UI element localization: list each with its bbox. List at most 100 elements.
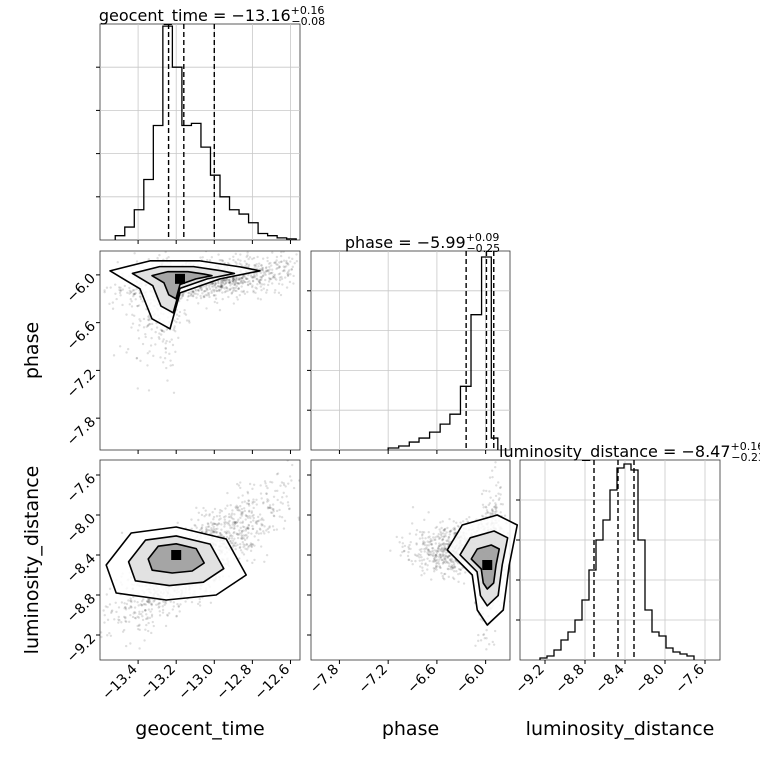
scatter-point: [441, 550, 444, 553]
y-tick-label: −7.2: [64, 366, 99, 401]
scatter-point: [191, 294, 195, 297]
scatter-point: [431, 549, 435, 553]
scatter-point: [440, 526, 443, 530]
scatter-point: [241, 282, 244, 285]
scatter-point: [136, 387, 139, 390]
scatter-point: [187, 291, 190, 295]
scatter-point: [232, 278, 235, 282]
scatter-point: [275, 263, 278, 266]
scatter-point: [423, 518, 426, 522]
scatter-point: [242, 289, 246, 293]
scatter-point: [441, 539, 444, 542]
scatter-point: [406, 554, 410, 558]
scatter-point: [246, 559, 249, 562]
scatter-point: [102, 609, 105, 612]
scatter-point: [499, 486, 502, 489]
scatter-point: [232, 531, 235, 535]
scatter-point: [147, 318, 151, 322]
scatter-point: [257, 279, 260, 282]
scatter-point: [213, 522, 217, 526]
scatter-point: [165, 328, 168, 331]
scatter-point: [437, 560, 440, 563]
scatter-point: [227, 537, 231, 541]
scatter-point: [254, 265, 258, 268]
scatter-point: [255, 531, 258, 535]
scatter-point: [279, 293, 283, 297]
scatter-point: [253, 544, 256, 547]
scatter-point: [120, 601, 124, 604]
scatter-point: [434, 553, 437, 557]
scatter-point: [438, 558, 441, 561]
scatter-point: [231, 509, 234, 512]
scatter-point: [167, 256, 170, 259]
scatter-point: [223, 287, 226, 290]
scatter-point: [446, 556, 450, 559]
scatter-point: [209, 282, 213, 286]
scatter-point: [202, 290, 206, 293]
scatter-point: [100, 652, 101, 655]
scatter-point: [228, 532, 231, 535]
scatter-point: [78, 625, 80, 627]
scatter-point: [448, 558, 452, 562]
scatter-point: [418, 565, 422, 568]
scatter-point: [233, 283, 237, 286]
scatter-point: [240, 280, 243, 283]
scatter-point: [236, 298, 239, 301]
scatter-point: [221, 246, 223, 248]
scatter-point: [468, 515, 471, 519]
scatter-point: [268, 276, 271, 280]
scatter-point: [447, 536, 451, 539]
scatter-point: [245, 255, 248, 259]
scatter-point: [201, 523, 204, 527]
scatter-point: [427, 550, 431, 553]
scatter-point: [231, 279, 234, 282]
scatter-point: [494, 494, 498, 498]
scatter-point: [190, 600, 194, 604]
scatter-point: [228, 524, 232, 527]
scatter-point: [146, 364, 149, 367]
scatter-point: [420, 556, 423, 559]
scatter-point: [494, 506, 497, 510]
scatter-point: [251, 524, 254, 528]
scatter-point: [228, 288, 232, 292]
scatter-point: [414, 559, 417, 563]
scatter-point: [421, 569, 424, 572]
scatter-point: [494, 505, 497, 509]
scatter-point: [108, 302, 111, 306]
scatter-point: [194, 524, 197, 528]
scatter-point: [164, 601, 168, 605]
scatter-point: [240, 514, 244, 517]
scatter-point: [270, 268, 274, 271]
scatter-point: [433, 538, 436, 541]
scatter-point: [273, 291, 276, 294]
scatter-point: [206, 287, 209, 290]
scatter-point: [130, 326, 133, 329]
scatter-point: [424, 562, 427, 565]
scatter-point: [195, 506, 198, 510]
scatter-point: [230, 516, 234, 520]
scatter-point: [140, 600, 144, 603]
scatter-point: [96, 626, 98, 628]
scatter-point: [128, 292, 131, 295]
scatter-point: [282, 483, 286, 487]
scatter-point: [150, 608, 154, 611]
scatter-point: [182, 292, 185, 296]
scatter-point: [138, 291, 142, 295]
scatter-point: [265, 269, 268, 272]
scatter-point: [266, 506, 270, 509]
scatter-point: [241, 276, 244, 280]
scatter-point: [135, 356, 139, 360]
scatter-point: [493, 629, 497, 633]
scatter-point: [282, 265, 286, 268]
scatter-point: [244, 514, 248, 517]
scatter-point: [91, 630, 93, 632]
scatter-point: [269, 271, 272, 275]
scatter-point: [278, 265, 282, 269]
scatter-point: [150, 602, 153, 606]
scatter-point: [444, 554, 448, 557]
scatter-point: [119, 289, 123, 292]
x-tick-label: −8.4: [592, 661, 627, 696]
scatter-point: [260, 522, 263, 526]
scatter-point: [211, 282, 214, 285]
scatter-point: [137, 624, 141, 627]
